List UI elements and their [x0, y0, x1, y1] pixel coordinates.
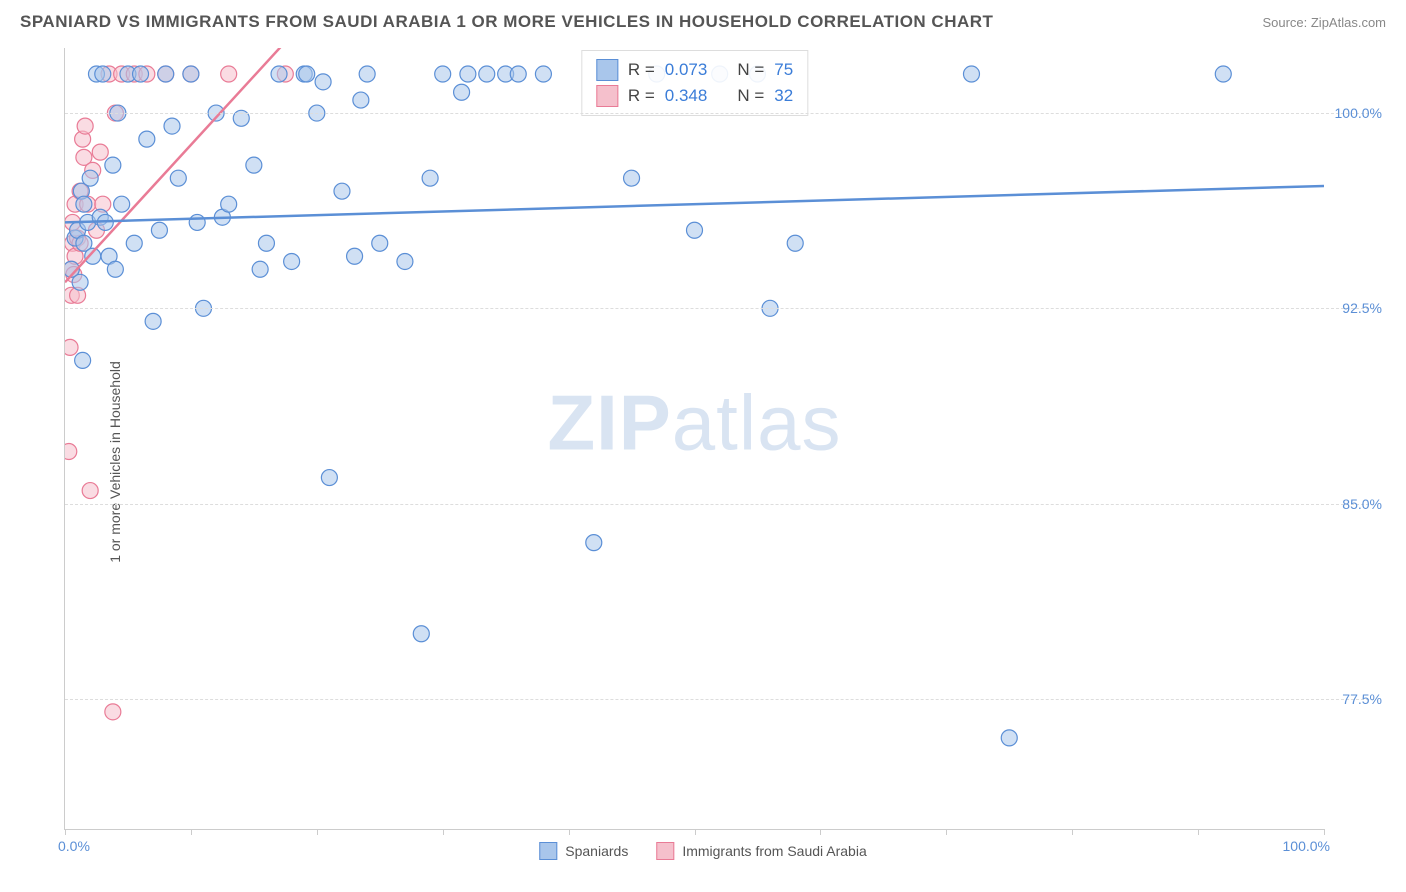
page-title: SPANIARD VS IMMIGRANTS FROM SAUDI ARABIA…: [20, 12, 993, 32]
legend-swatch-blue: [539, 842, 557, 860]
y-tick-label: 100.0%: [1330, 105, 1382, 121]
legend-item-blue: Spaniards: [539, 842, 628, 860]
r-value-blue: 0.073: [665, 60, 708, 80]
legend-label-blue: Spaniards: [565, 843, 628, 859]
y-tick-label: 92.5%: [1330, 300, 1382, 316]
n-label-pink: N =: [737, 86, 764, 106]
legend-item-pink: Immigrants from Saudi Arabia: [656, 842, 866, 860]
correlation-row-pink: R = 0.348 N = 32: [596, 83, 793, 109]
chart-container: 1 or more Vehicles in Household ZIPatlas…: [20, 44, 1386, 880]
swatch-pink: [596, 85, 618, 107]
legend-label-pink: Immigrants from Saudi Arabia: [682, 843, 866, 859]
y-tick-label: 85.0%: [1330, 496, 1382, 512]
correlation-row-blue: R = 0.073 N = 75: [596, 57, 793, 83]
x-min-label: 0.0%: [58, 838, 90, 854]
x-max-label: 100.0%: [1283, 838, 1330, 854]
source-label: Source: ZipAtlas.com: [1262, 15, 1386, 30]
r-value-pink: 0.348: [665, 86, 708, 106]
n-label-blue: N =: [737, 60, 764, 80]
n-value-pink: 32: [774, 86, 793, 106]
bottom-legend: Spaniards Immigrants from Saudi Arabia: [539, 842, 866, 860]
legend-swatch-pink: [656, 842, 674, 860]
n-value-blue: 75: [774, 60, 793, 80]
swatch-blue: [596, 59, 618, 81]
r-label-blue: R =: [628, 60, 655, 80]
plot-svg: [65, 48, 1324, 829]
y-tick-label: 77.5%: [1330, 691, 1382, 707]
r-label-pink: R =: [628, 86, 655, 106]
correlation-box: R = 0.073 N = 75 R = 0.348 N = 32: [581, 50, 808, 116]
plot-area: ZIPatlas R = 0.073 N = 75 R = 0.348 N = …: [64, 48, 1324, 830]
